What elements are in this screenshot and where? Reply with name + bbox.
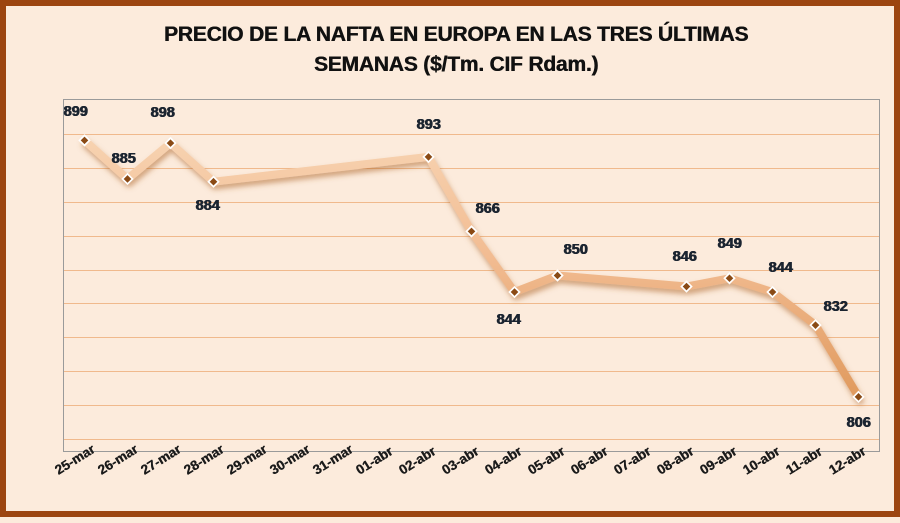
data-point-label: 844 [768, 260, 793, 277]
data-point-label: 844 [496, 312, 521, 329]
gridline [64, 168, 879, 169]
data-point-label: 885 [111, 150, 136, 167]
data-point-label: 893 [416, 116, 441, 133]
chart-title-line-2: SEMANAS ($/Tm. CIF Rdam.) [313, 53, 599, 76]
gridline [64, 270, 879, 271]
chart-title: PRECIO DE LA NAFTA EN EUROPA EN LAS TRES… [66, 20, 846, 80]
gridline [64, 236, 879, 237]
plot-area [63, 99, 880, 452]
gridline [64, 337, 879, 338]
gridline [64, 439, 879, 440]
data-point-label: 832 [823, 299, 848, 316]
chart-title-line-1: PRECIO DE LA NAFTA EN EUROPA EN LAS TRES… [163, 23, 749, 46]
gridline [64, 202, 879, 203]
data-point-label: 866 [475, 201, 500, 218]
gridline [64, 303, 879, 304]
gridline [64, 371, 879, 372]
data-point-label: 884 [195, 197, 220, 214]
gridline [64, 134, 879, 135]
data-point-label: 850 [563, 241, 588, 258]
data-point-label: 846 [672, 248, 697, 265]
data-point-label: 898 [150, 105, 175, 122]
data-point-label: 899 [63, 104, 88, 121]
data-point-label: 806 [846, 414, 871, 431]
data-point-label: 849 [717, 236, 742, 253]
gridline [64, 405, 879, 406]
